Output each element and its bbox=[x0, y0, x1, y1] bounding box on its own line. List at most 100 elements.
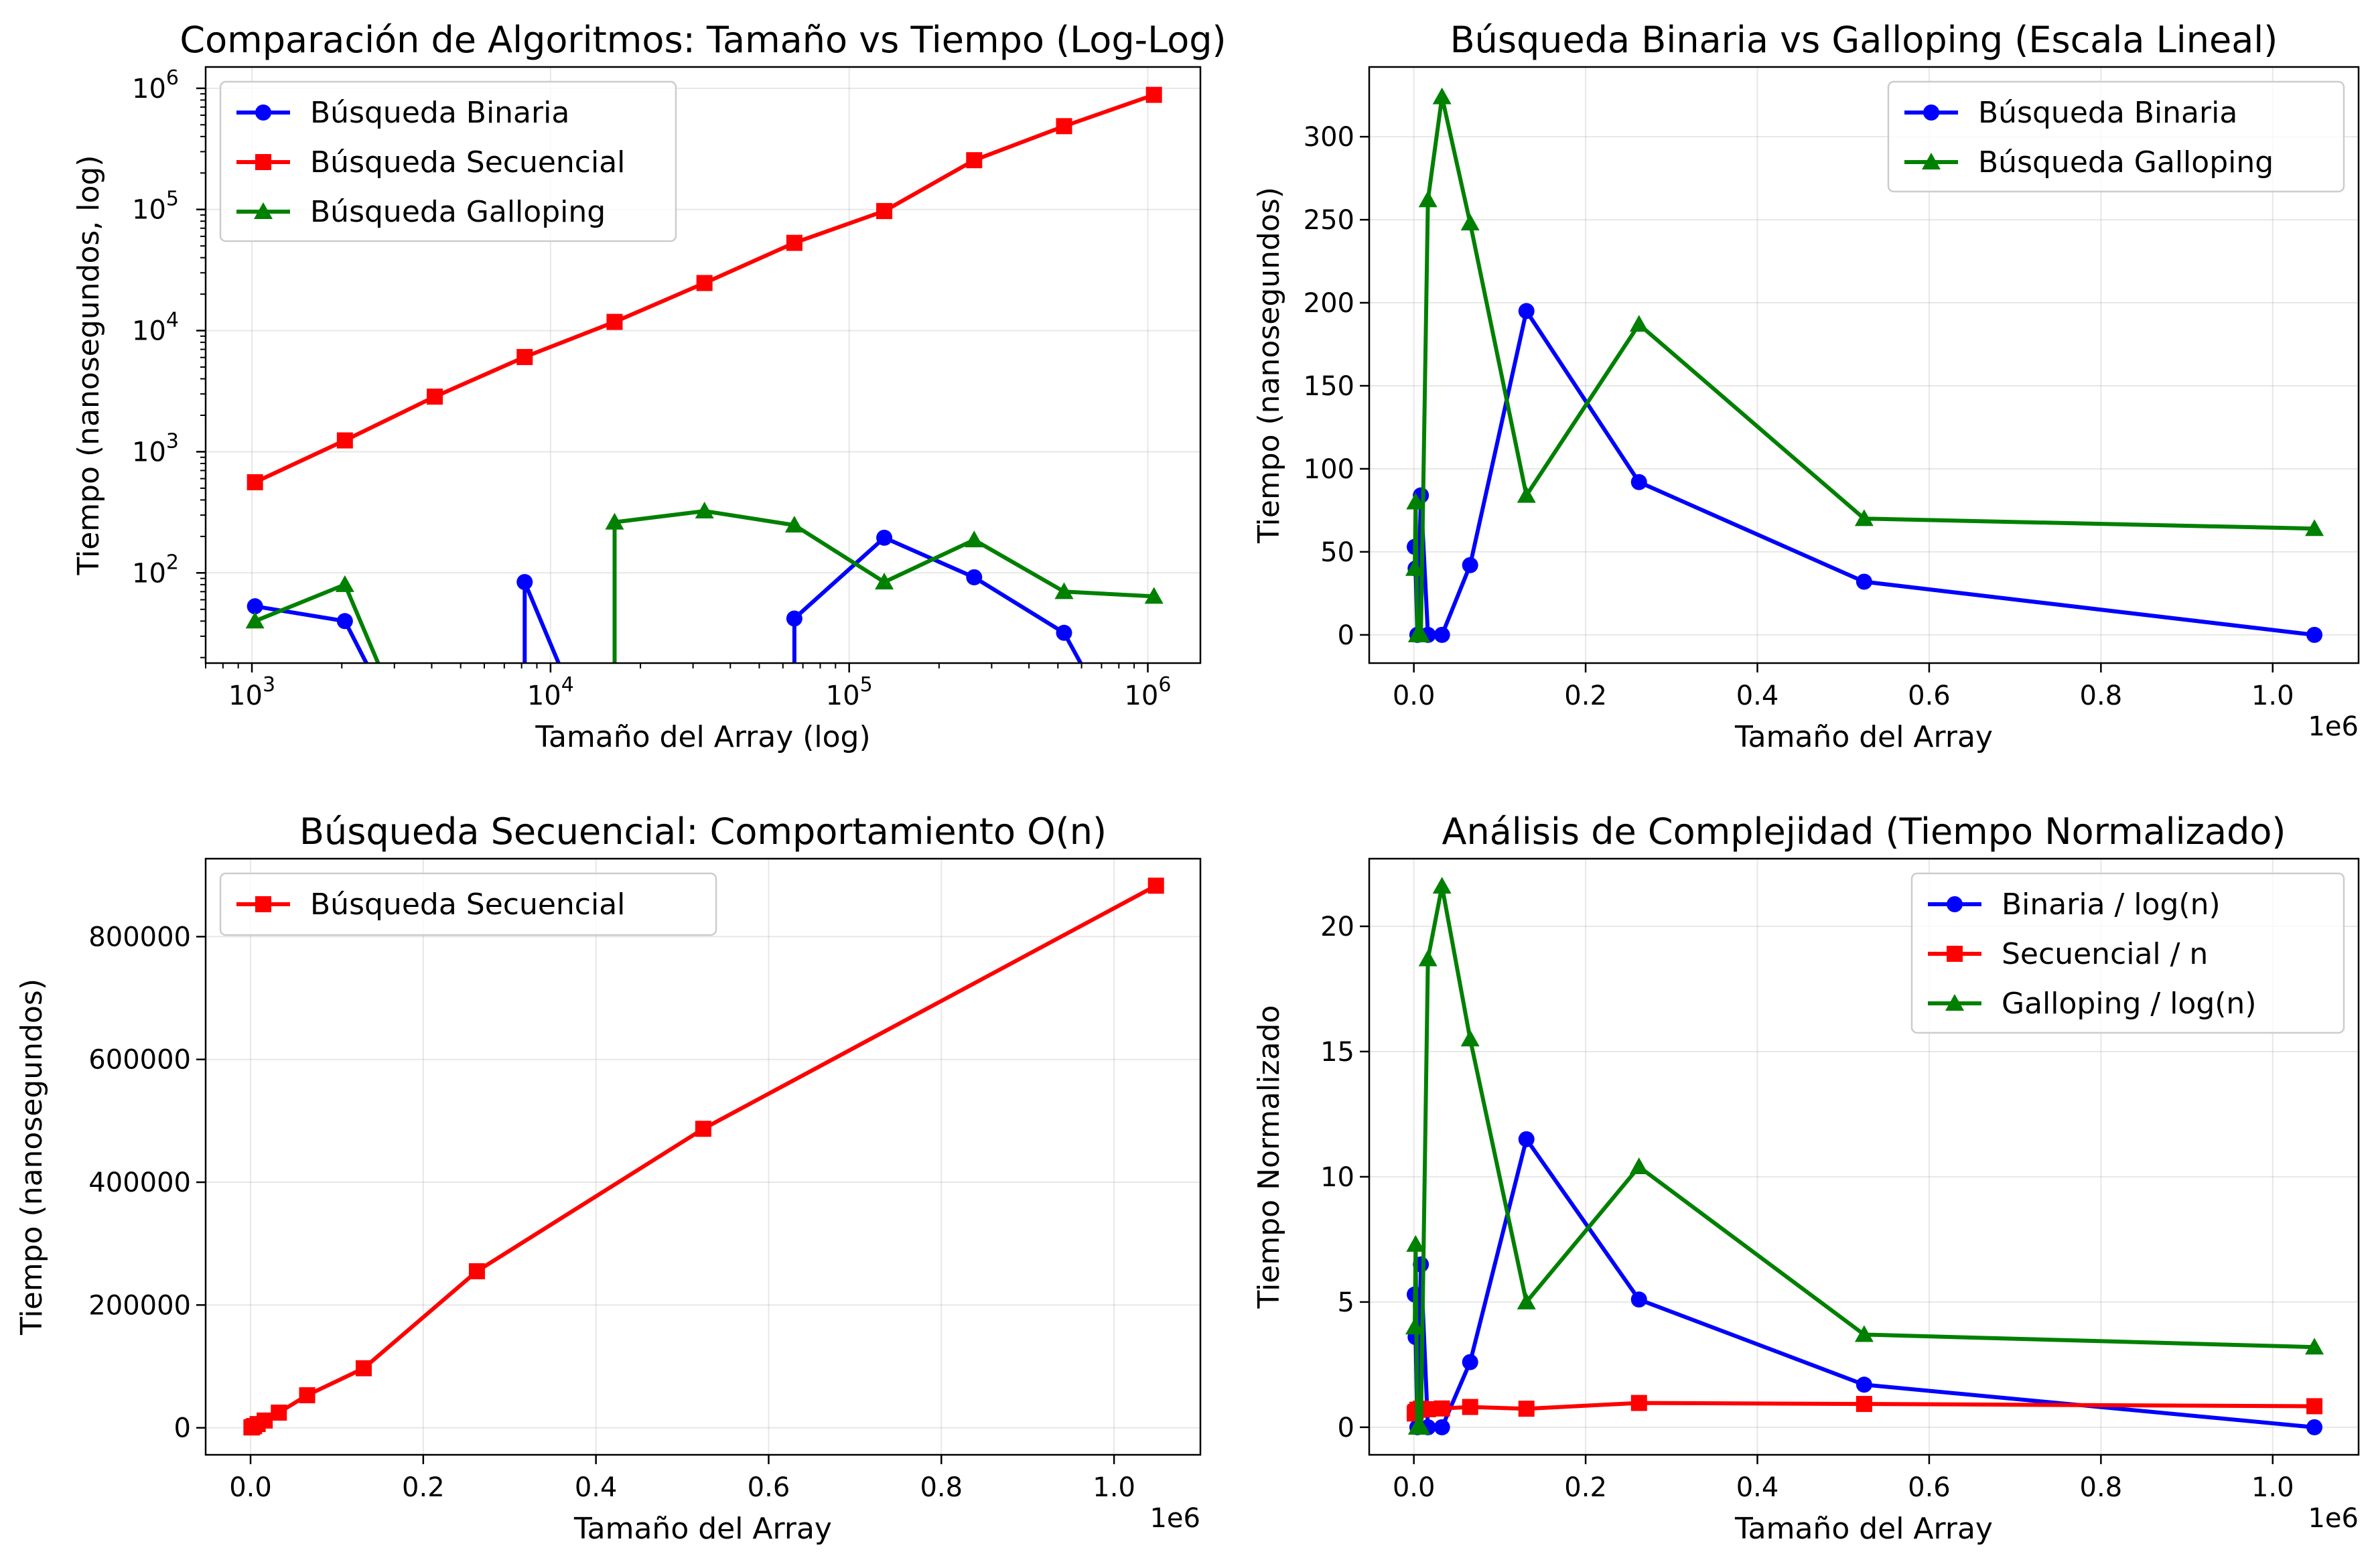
x-axis-label: Tamaño del Array bbox=[573, 1512, 832, 1546]
legend: Binaria / log(n) Secuencial / n Galloping … bbox=[1910, 872, 2345, 1034]
data-point bbox=[1432, 877, 1452, 894]
chart-panel-2: 0.0 0.2 0.4 0.6 0.8 1.0 0 50 100 150 200 250 300 Búsq… bbox=[1252, 19, 2360, 754]
data-point bbox=[299, 1387, 316, 1404]
tick-label-y: 800000 bbox=[88, 922, 191, 952]
series-1 bbox=[247, 529, 1083, 663]
tick-label-y: 102 bbox=[132, 551, 179, 589]
data-point bbox=[427, 388, 443, 405]
y-axis-label: Tiempo (nanosegundos) bbox=[1252, 187, 1286, 544]
data-point bbox=[1856, 1376, 1872, 1393]
x-axis-label: Tamaño del Array (log) bbox=[535, 720, 870, 754]
data-point bbox=[1432, 87, 1452, 104]
tick-label-y: 100 bbox=[1304, 454, 1354, 485]
legend: Búsqueda Secuencial bbox=[219, 872, 717, 936]
legend-marker bbox=[254, 202, 273, 219]
data-point bbox=[1418, 190, 1438, 208]
data-point bbox=[2306, 1419, 2323, 1435]
plot-area bbox=[1405, 87, 2324, 643]
data-point bbox=[1460, 214, 1480, 231]
tick-label-x: 0.4 bbox=[1736, 1472, 1779, 1503]
tick-label-x: 0.0 bbox=[229, 1472, 272, 1503]
x-axis-label: Tamaño del Array bbox=[1734, 720, 1993, 754]
data-point bbox=[1056, 624, 1072, 641]
legend-entry: Búsqueda Secuencial bbox=[236, 145, 625, 180]
tick-label-x: 0.8 bbox=[2080, 1472, 2123, 1503]
y-axis-label: Tiempo (nanosegundos, log) bbox=[72, 155, 106, 575]
data-point bbox=[1630, 474, 1647, 490]
data-point bbox=[876, 203, 893, 220]
data-point bbox=[355, 1360, 372, 1376]
y-axis-label: Tiempo (nanosegundos) bbox=[15, 979, 49, 1336]
legend-entry: Binaria / log(n) bbox=[1928, 887, 2221, 922]
data-point bbox=[2305, 1338, 2324, 1355]
tick-label-y: 103 bbox=[132, 429, 179, 468]
legend-marker bbox=[1922, 153, 1941, 169]
grid bbox=[1369, 859, 2359, 1455]
data-point bbox=[965, 530, 984, 548]
axes-frame bbox=[1368, 66, 2360, 664]
tick-label-y: 106 bbox=[132, 66, 179, 104]
x-offset-label: 1e6 bbox=[1149, 1503, 1200, 1534]
plot-area bbox=[243, 877, 1164, 1436]
legend-box bbox=[1910, 872, 2345, 1034]
legend-label: Búsqueda Secuencial bbox=[310, 887, 625, 922]
legend-entry: Búsqueda Galloping bbox=[1904, 145, 2274, 180]
data-point bbox=[695, 1121, 711, 1137]
data-point bbox=[1630, 1395, 1647, 1411]
axes-frame bbox=[204, 857, 1202, 1456]
tick-label-y: 15 bbox=[1320, 1037, 1354, 1068]
data-point bbox=[1145, 86, 1162, 103]
tick-label-x: 0.6 bbox=[748, 1472, 790, 1503]
axes-frame bbox=[204, 66, 1202, 664]
legend-entry: Búsqueda Secuencial bbox=[236, 887, 625, 922]
legend-label: Galloping / log(n) bbox=[2002, 987, 2257, 1021]
data-point bbox=[1406, 492, 1425, 510]
data-point bbox=[2306, 1398, 2323, 1415]
chart-panel-3: 0.0 0.2 0.4 0.6 0.8 1.0 0 200000 400000 600000 800… bbox=[15, 810, 1202, 1546]
data-point bbox=[1630, 1291, 1647, 1308]
tick-label-y: 0 bbox=[1338, 620, 1354, 651]
legend-entry: Búsqueda Binaria bbox=[236, 96, 569, 130]
legend-entry: Búsqueda Galloping bbox=[236, 195, 606, 229]
tick-label-x: 0.8 bbox=[2080, 681, 2123, 711]
data-point bbox=[1856, 1396, 1872, 1413]
legend-marker bbox=[1923, 104, 1939, 121]
data-point bbox=[1434, 1419, 1450, 1435]
tick-label-x: 0.0 bbox=[1393, 1472, 1436, 1503]
series-3 bbox=[245, 501, 1164, 663]
plot-area bbox=[245, 86, 1164, 663]
data-point bbox=[1856, 573, 1872, 590]
tick-label-y: 10 bbox=[1320, 1162, 1354, 1193]
data-point bbox=[1629, 315, 1649, 332]
tick-label-x: 0.2 bbox=[1564, 1472, 1607, 1503]
data-point bbox=[1056, 118, 1072, 135]
x-offset-label: 1e6 bbox=[2308, 1503, 2359, 1534]
data-point bbox=[247, 474, 263, 490]
data-point bbox=[1518, 1401, 1535, 1417]
data-point bbox=[1434, 1400, 1450, 1417]
series-line bbox=[250, 883, 1158, 1429]
data-point bbox=[1462, 1354, 1478, 1370]
legend: Búsqueda Binaria Búsqueda Secuencial Búsqu… bbox=[219, 80, 677, 242]
data-point bbox=[1462, 1399, 1478, 1415]
chart-title: Comparación de Algoritmos: Tamaño vs Tie… bbox=[180, 19, 1226, 61]
data-point bbox=[516, 574, 533, 591]
chart-title: Búsqueda Binaria vs Galloping (Escala Li… bbox=[1450, 19, 2278, 61]
legend-entry: Secuencial / n bbox=[1928, 937, 2208, 971]
tick-label-y: 50 bbox=[1320, 537, 1354, 568]
tick-label-x: 103 bbox=[228, 673, 275, 711]
legend-box bbox=[219, 872, 717, 936]
data-point bbox=[1460, 1029, 1480, 1047]
data-point bbox=[696, 275, 713, 291]
tick-label-x: 0.4 bbox=[1736, 681, 1779, 711]
data-point bbox=[1517, 486, 1536, 503]
tick-label-x: 1.0 bbox=[2251, 1472, 2294, 1503]
data-point bbox=[1406, 1234, 1425, 1252]
legend-box bbox=[1887, 80, 2345, 193]
tick-label-y: 400000 bbox=[88, 1167, 191, 1198]
tick-label-y: 0 bbox=[174, 1413, 191, 1444]
legend-label: Búsqueda Binaria bbox=[1978, 96, 2237, 130]
series-1 bbox=[1406, 303, 2323, 643]
